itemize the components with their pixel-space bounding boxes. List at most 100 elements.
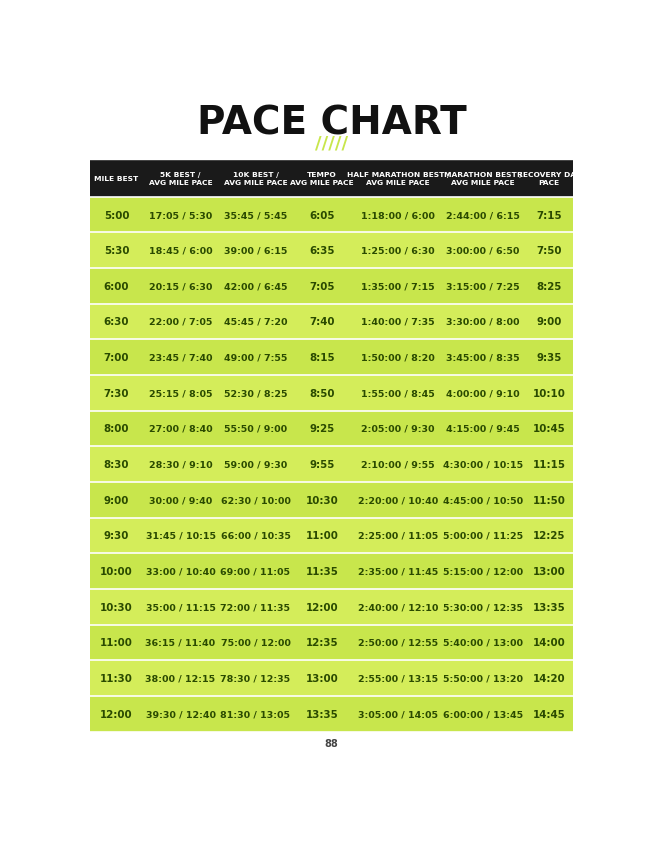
Text: 1:50:00 / 8:20: 1:50:00 / 8:20 [361, 354, 435, 362]
Text: 2:25:00 / 11:05: 2:25:00 / 11:05 [358, 531, 438, 540]
Text: 11:00: 11:00 [305, 531, 338, 541]
Text: 6:30: 6:30 [104, 317, 129, 327]
Bar [90, 411, 573, 446]
Text: 20:15 / 6:30: 20:15 / 6:30 [149, 282, 212, 291]
Text: 31:45 / 10:15: 31:45 / 10:15 [146, 531, 215, 540]
Text: 55:50 / 9:00: 55:50 / 9:00 [224, 425, 287, 434]
Text: 2:05:00 / 9:30: 2:05:00 / 9:30 [361, 425, 435, 434]
Text: 10:45: 10:45 [532, 424, 565, 434]
Text: 42:00 / 6:45: 42:00 / 6:45 [224, 282, 287, 291]
Text: PACE CHART: PACE CHART [197, 105, 466, 143]
Text: 5:00:00 / 11:25: 5:00:00 / 11:25 [443, 531, 523, 540]
Text: 69:00 / 11:05: 69:00 / 11:05 [221, 567, 291, 576]
Text: 14:20: 14:20 [532, 674, 565, 684]
Text: 25:15 / 8:05: 25:15 / 8:05 [149, 389, 212, 398]
Text: 3:30:00 / 8:00: 3:30:00 / 8:00 [446, 317, 520, 327]
Text: 2:10:00 / 9:55: 2:10:00 / 9:55 [361, 460, 435, 469]
Bar [90, 446, 573, 483]
Text: 4:15:00 / 9:45: 4:15:00 / 9:45 [446, 425, 520, 434]
Text: 4:45:00 / 10:50: 4:45:00 / 10:50 [443, 495, 523, 505]
Text: 38:00 / 12:15: 38:00 / 12:15 [146, 674, 215, 683]
Text: 3:15:00 / 7:25: 3:15:00 / 7:25 [446, 282, 520, 291]
Text: 7:40: 7:40 [309, 317, 334, 327]
Text: 22:00 / 7:05: 22:00 / 7:05 [149, 317, 212, 327]
Text: 2:20:00 / 10:40: 2:20:00 / 10:40 [358, 495, 438, 505]
Text: 35:00 / 11:15: 35:00 / 11:15 [146, 603, 215, 612]
Text: 8:25: 8:25 [536, 282, 562, 291]
Bar [90, 160, 573, 197]
Text: 12:25: 12:25 [533, 531, 565, 541]
Text: 18:45 / 6:00: 18:45 / 6:00 [149, 246, 212, 256]
Text: 10:10: 10:10 [532, 388, 565, 398]
Text: 6:35: 6:35 [309, 246, 334, 256]
Text: 4:30:00 / 10:15: 4:30:00 / 10:15 [443, 460, 523, 469]
Text: 1:18:00 / 6:00: 1:18:00 / 6:00 [361, 211, 435, 219]
Text: 81:30 / 13:05: 81:30 / 13:05 [221, 709, 291, 718]
Bar [90, 197, 573, 233]
Text: 12:00: 12:00 [100, 709, 133, 719]
Text: 72:00 / 11:35: 72:00 / 11:35 [221, 603, 291, 612]
Text: 2:55:00 / 13:15: 2:55:00 / 13:15 [358, 674, 438, 683]
Text: 8:30: 8:30 [104, 460, 129, 469]
Text: 6:00:00 / 13:45: 6:00:00 / 13:45 [443, 709, 523, 718]
Text: 36:15 / 11:40: 36:15 / 11:40 [146, 638, 215, 647]
Text: 1:55:00 / 8:45: 1:55:00 / 8:45 [361, 389, 435, 398]
Text: 7:00: 7:00 [104, 353, 129, 363]
Text: 7:50: 7:50 [536, 246, 562, 256]
Text: 9:35: 9:35 [536, 353, 562, 363]
Bar [90, 268, 573, 305]
Text: 9:30: 9:30 [104, 531, 129, 541]
Text: 11:15: 11:15 [532, 460, 565, 469]
Bar [90, 589, 573, 625]
Bar [90, 340, 573, 376]
Text: RECOVERY DAY
PACE: RECOVERY DAY PACE [518, 171, 581, 186]
Bar [90, 483, 573, 518]
Text: 8:50: 8:50 [309, 388, 334, 398]
Text: 23:45 / 7:40: 23:45 / 7:40 [149, 354, 212, 362]
Text: MILE BEST: MILE BEST [94, 176, 138, 181]
Text: 62:30 / 10:00: 62:30 / 10:00 [221, 495, 291, 505]
Bar [90, 625, 573, 661]
Text: MARATHON BEST /
AVG MILE PACE: MARATHON BEST / AVG MILE PACE [444, 171, 521, 186]
Text: 39:30 / 12:40: 39:30 / 12:40 [146, 709, 215, 718]
Text: 9:55: 9:55 [309, 460, 334, 469]
Text: 10:30: 10:30 [100, 602, 133, 612]
Bar [90, 376, 573, 411]
Text: 45:45 / 7:20: 45:45 / 7:20 [224, 317, 287, 327]
Text: 9:00: 9:00 [536, 317, 562, 327]
Bar [90, 554, 573, 589]
Text: 13:00: 13:00 [532, 566, 565, 576]
Text: 8:00: 8:00 [104, 424, 129, 434]
Text: 12:35: 12:35 [305, 637, 338, 647]
Text: 10K BEST /
AVG MILE PACE: 10K BEST / AVG MILE PACE [224, 171, 287, 186]
Text: 5K BEST /
AVG MILE PACE: 5K BEST / AVG MILE PACE [149, 171, 212, 186]
Text: 14:00: 14:00 [532, 637, 565, 647]
Text: 8:15: 8:15 [309, 353, 334, 363]
Text: 7:30: 7:30 [104, 388, 129, 398]
Text: 2:44:00 / 6:15: 2:44:00 / 6:15 [446, 211, 520, 219]
Text: 5:15:00 / 12:00: 5:15:00 / 12:00 [443, 567, 523, 576]
Text: 12:00: 12:00 [305, 602, 338, 612]
Text: 1:35:00 / 7:15: 1:35:00 / 7:15 [361, 282, 435, 291]
Text: 11:35: 11:35 [305, 566, 338, 576]
Text: 3:05:00 / 14:05: 3:05:00 / 14:05 [358, 709, 438, 718]
Bar [90, 233, 573, 268]
Text: 3:00:00 / 6:50: 3:00:00 / 6:50 [446, 246, 520, 256]
Text: 52:30 / 8:25: 52:30 / 8:25 [224, 389, 287, 398]
Text: 5:50:00 / 13:20: 5:50:00 / 13:20 [443, 674, 523, 683]
Text: 17:05 / 5:30: 17:05 / 5:30 [149, 211, 212, 219]
Text: 39:00 / 6:15: 39:00 / 6:15 [224, 246, 287, 256]
Text: 28:30 / 9:10: 28:30 / 9:10 [149, 460, 212, 469]
Text: 9:25: 9:25 [309, 424, 334, 434]
Text: 10:30: 10:30 [305, 495, 338, 506]
Text: 5:00: 5:00 [104, 210, 129, 220]
Text: 1:25:00 / 6:30: 1:25:00 / 6:30 [361, 246, 435, 256]
Text: 13:35: 13:35 [305, 709, 338, 719]
Text: HALF MARATHON BEST /
AVG MILE PACE: HALF MARATHON BEST / AVG MILE PACE [347, 171, 450, 186]
Text: 11:00: 11:00 [100, 637, 133, 647]
Text: 49:00 / 7:55: 49:00 / 7:55 [224, 354, 287, 362]
Bar [90, 305, 573, 340]
Text: 4:00:00 / 9:10: 4:00:00 / 9:10 [446, 389, 520, 398]
Text: /////: ///// [315, 134, 348, 152]
Text: 13:00: 13:00 [305, 674, 338, 684]
